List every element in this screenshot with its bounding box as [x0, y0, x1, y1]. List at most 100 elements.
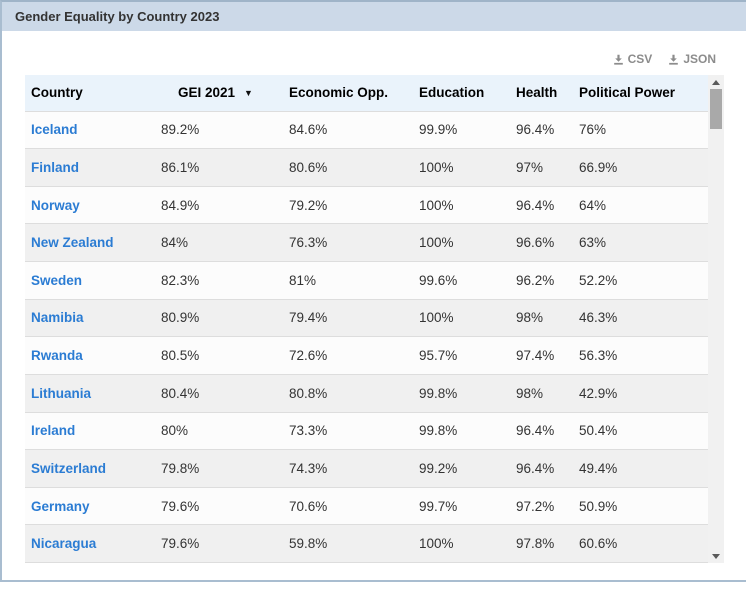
table-row: New Zealand 84% 76.3% 100% 96.6% 63% [25, 223, 708, 262]
table-body: Iceland 89.2% 84.6% 99.9% 96.4% 76% Finland 86.… [25, 111, 708, 563]
country-link[interactable]: Nicaragua [31, 536, 97, 552]
value-cell: 100% [413, 148, 510, 187]
column-header-health[interactable]: Health [510, 75, 573, 112]
export-csv-button[interactable]: CSV [613, 52, 653, 66]
country-link[interactable]: Iceland [31, 122, 78, 138]
value-cell: 86.1% [155, 148, 283, 187]
table-row: Ireland 80% 73.3% 99.8% 96.4% 50.4% [25, 412, 708, 451]
value-cell: 63% [573, 223, 708, 262]
value-cell: 99.2% [413, 449, 510, 488]
table-row: Iceland 89.2% 84.6% 99.9% 96.4% 76% [25, 111, 708, 150]
column-label: Education [419, 85, 485, 101]
country-link[interactable]: Sweden [31, 272, 83, 288]
country-link[interactable]: Finland [31, 159, 79, 175]
country-cell: Finland [25, 148, 155, 187]
value-cell: 76% [573, 111, 708, 150]
value-cell: 100% [413, 524, 510, 563]
scroll-down-button[interactable] [708, 549, 724, 563]
country-cell: Norway [25, 186, 155, 225]
value-cell: 96.4% [510, 111, 573, 150]
scroll-up-button[interactable] [708, 75, 724, 89]
table-row: Lithuania 80.4% 80.8% 99.8% 98% 42.9% [25, 374, 708, 413]
value-cell: 82.3% [155, 261, 283, 300]
value-cell: 50.9% [573, 487, 708, 526]
table-row: Rwanda 80.5% 72.6% 95.7% 97.4% 56.3% [25, 336, 708, 375]
country-link[interactable]: Lithuania [31, 385, 91, 401]
country-link[interactable]: Rwanda [31, 348, 83, 364]
value-cell: 79.8% [155, 449, 283, 488]
vertical-scrollbar[interactable] [708, 75, 724, 563]
value-cell: 80% [155, 412, 283, 451]
value-cell: 98% [510, 299, 573, 338]
value-cell: 50.4% [573, 412, 708, 451]
country-link[interactable]: Norway [31, 197, 80, 213]
export-csv-label: CSV [627, 52, 653, 66]
value-cell: 81% [283, 261, 413, 300]
value-cell: 49.4% [573, 449, 708, 488]
value-cell: 99.8% [413, 412, 510, 451]
value-cell: 80.4% [155, 374, 283, 413]
download-icon [613, 54, 624, 65]
country-link[interactable]: Namibia [31, 310, 84, 326]
country-cell: Iceland [25, 111, 155, 150]
export-json-button[interactable]: JSON [668, 52, 716, 66]
value-cell: 96.6% [510, 223, 573, 262]
value-cell: 52.2% [573, 261, 708, 300]
country-cell: Rwanda [25, 336, 155, 375]
table-row: Finland 86.1% 80.6% 100% 97% 66.9% [25, 148, 708, 187]
download-icon [668, 54, 679, 65]
value-cell: 79.2% [283, 186, 413, 225]
value-cell: 74.3% [283, 449, 413, 488]
value-cell: 60.6% [573, 524, 708, 563]
value-cell: 98% [510, 374, 573, 413]
country-link[interactable]: Switzerland [31, 460, 107, 476]
value-cell: 46.3% [573, 299, 708, 338]
value-cell: 84.6% [283, 111, 413, 150]
table-row: Germany 79.6% 70.6% 99.7% 97.2% 50.9% [25, 487, 708, 526]
value-cell: 95.7% [413, 336, 510, 375]
table-row: Norway 84.9% 79.2% 100% 96.4% 64% [25, 186, 708, 225]
value-cell: 97.8% [510, 524, 573, 563]
column-header-education[interactable]: Education [413, 75, 510, 112]
value-cell: 96.4% [510, 412, 573, 451]
country-link[interactable]: New Zealand [31, 235, 114, 251]
column-header-political-power[interactable]: Political Power [573, 75, 708, 112]
sort-desc-icon: ▼ [244, 88, 253, 99]
column-header-country[interactable]: Country [25, 75, 155, 112]
value-cell: 80.9% [155, 299, 283, 338]
export-json-label: JSON [683, 52, 716, 66]
value-cell: 99.9% [413, 111, 510, 150]
value-cell: 99.8% [413, 374, 510, 413]
country-cell: Nicaragua [25, 524, 155, 563]
column-label: Economic Opp. [289, 85, 389, 101]
value-cell: 100% [413, 299, 510, 338]
scrollbar-track[interactable] [708, 89, 724, 549]
value-cell: 76.3% [283, 223, 413, 262]
column-header-economic-opp[interactable]: Economic Opp. [283, 75, 413, 112]
value-cell: 96.2% [510, 261, 573, 300]
value-cell: 97.4% [510, 336, 573, 375]
column-label: Political Power [579, 85, 676, 101]
country-cell: Sweden [25, 261, 155, 300]
value-cell: 66.9% [573, 148, 708, 187]
value-cell: 73.3% [283, 412, 413, 451]
column-label: Country [31, 85, 83, 101]
value-cell: 64% [573, 186, 708, 225]
table-row: Nicaragua 79.6% 59.8% 100% 97.8% 60.6% [25, 524, 708, 563]
column-header-gei-2021[interactable]: GEI 2021 ▼ [155, 75, 283, 112]
country-cell: Lithuania [25, 374, 155, 413]
value-cell: 80.8% [283, 374, 413, 413]
value-cell: 79.6% [155, 487, 283, 526]
widget-titlebar: Gender Equality by Country 2023 [2, 2, 746, 31]
value-cell: 59.8% [283, 524, 413, 563]
value-cell: 97.2% [510, 487, 573, 526]
value-cell: 99.7% [413, 487, 510, 526]
value-cell: 89.2% [155, 111, 283, 150]
table-row: Sweden 82.3% 81% 99.6% 96.2% 52.2% [25, 261, 708, 300]
scrollbar-thumb[interactable] [710, 89, 722, 129]
country-link[interactable]: Ireland [31, 423, 76, 439]
country-link[interactable]: Germany [31, 498, 90, 514]
value-cell: 96.4% [510, 186, 573, 225]
value-cell: 99.6% [413, 261, 510, 300]
